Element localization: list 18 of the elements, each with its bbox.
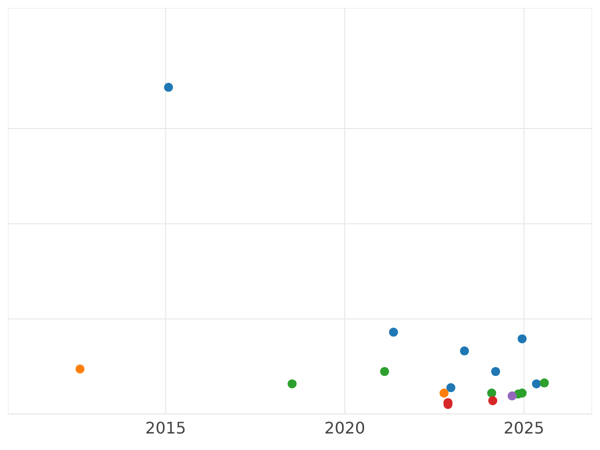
point <box>540 378 549 388</box>
point <box>488 396 498 406</box>
point <box>518 334 527 344</box>
x-tick-label: 2015 <box>145 418 186 438</box>
point <box>76 364 85 374</box>
point <box>491 366 500 376</box>
point <box>288 379 297 388</box>
point <box>532 379 541 388</box>
point <box>460 346 469 356</box>
point <box>446 383 456 392</box>
point <box>389 328 398 337</box>
point <box>380 366 390 376</box>
point <box>440 388 449 398</box>
point <box>508 391 517 400</box>
point <box>487 388 496 398</box>
x-tick-label: 2025 <box>504 418 544 438</box>
x-tick-label: 2020 <box>324 418 366 438</box>
point <box>164 82 174 92</box>
